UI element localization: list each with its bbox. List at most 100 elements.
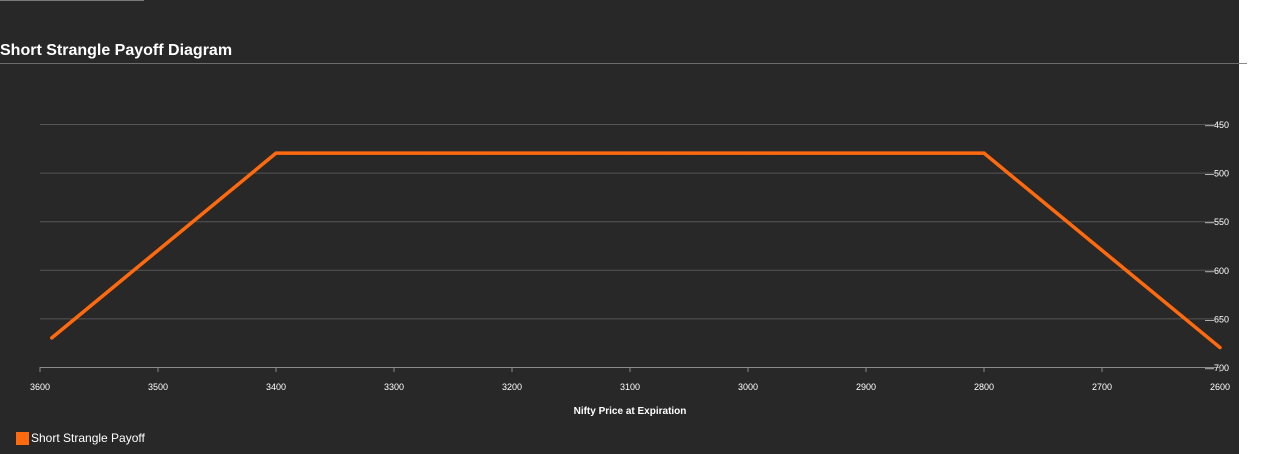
data-point bbox=[354, 151, 358, 155]
data-point bbox=[119, 278, 123, 283]
data-point bbox=[1012, 176, 1017, 180]
data-point bbox=[73, 317, 77, 321]
data-point bbox=[1058, 214, 1062, 218]
data-point bbox=[166, 240, 170, 244]
data-point bbox=[1195, 327, 1199, 331]
data-point bbox=[453, 151, 458, 155]
series-layer bbox=[50, 151, 1222, 350]
data-point bbox=[673, 151, 677, 155]
data-point bbox=[733, 151, 737, 155]
data-point bbox=[1172, 308, 1176, 312]
x-tick-label: 2700 bbox=[1092, 382, 1112, 392]
data-point bbox=[150, 253, 154, 257]
data-point bbox=[284, 151, 288, 155]
data-point bbox=[942, 151, 946, 155]
data-point bbox=[1066, 220, 1070, 224]
data-point bbox=[792, 151, 797, 155]
y-tick-label: —450-450 bbox=[1205, 120, 1229, 130]
data-point bbox=[374, 151, 378, 155]
data-point bbox=[483, 151, 488, 155]
data-point bbox=[463, 151, 468, 155]
data-point bbox=[623, 151, 627, 155]
title-divider bbox=[0, 63, 1239, 64]
data-point bbox=[553, 151, 557, 155]
legend[interactable]: Short Strangle Payoff bbox=[16, 431, 145, 445]
data-point bbox=[713, 151, 717, 155]
data-point bbox=[703, 151, 707, 155]
title-divider-tail bbox=[1239, 63, 1247, 64]
data-point bbox=[872, 151, 876, 155]
legend-label: Short Strangle Payoff bbox=[31, 431, 145, 445]
x-tick-label: 3000 bbox=[738, 382, 758, 392]
data-point bbox=[220, 196, 224, 200]
data-point bbox=[158, 247, 162, 251]
y-tick-label: —650-650 bbox=[1205, 314, 1229, 324]
data-point bbox=[81, 310, 85, 314]
data-point bbox=[513, 151, 517, 155]
data-point bbox=[912, 151, 916, 155]
data-point bbox=[1035, 195, 1039, 199]
data-point bbox=[932, 151, 936, 155]
data-point bbox=[394, 151, 398, 155]
data-point bbox=[583, 151, 587, 155]
data-point bbox=[414, 151, 418, 155]
data-point bbox=[1187, 320, 1192, 325]
data-point bbox=[1127, 270, 1131, 274]
data-point bbox=[251, 170, 255, 174]
x-tick-label: 3100 bbox=[620, 382, 640, 392]
data-point bbox=[204, 208, 209, 213]
data-point bbox=[862, 151, 866, 155]
data-point bbox=[112, 285, 116, 289]
x-tick-label: 2600 bbox=[1210, 382, 1230, 392]
x-tick-label: 3500 bbox=[148, 382, 168, 392]
data-point bbox=[304, 151, 308, 155]
data-point bbox=[127, 272, 131, 276]
data-point bbox=[603, 151, 607, 155]
data-point bbox=[344, 151, 348, 155]
data-point bbox=[57, 329, 62, 334]
data-point bbox=[543, 151, 547, 155]
y-tick-label: —550-550 bbox=[1205, 217, 1229, 227]
data-point bbox=[1005, 170, 1009, 174]
data-point bbox=[812, 151, 817, 155]
legend-swatch bbox=[16, 431, 29, 445]
data-point bbox=[573, 151, 577, 155]
chart-panel bbox=[0, 0, 1239, 454]
data-point bbox=[832, 151, 837, 155]
data-point bbox=[314, 151, 318, 155]
data-point bbox=[997, 164, 1001, 168]
data-point bbox=[503, 151, 507, 155]
data-point bbox=[683, 151, 687, 155]
data-point bbox=[1165, 302, 1169, 306]
data-point bbox=[212, 202, 216, 206]
chart-title: Short Strangle Payoff Diagram bbox=[0, 42, 233, 59]
data-point bbox=[1111, 258, 1116, 262]
data-point bbox=[743, 151, 747, 155]
x-tick-label: 3400 bbox=[266, 382, 286, 392]
data-point bbox=[563, 151, 567, 155]
data-point bbox=[782, 151, 787, 155]
x-tick-label: 3200 bbox=[502, 382, 522, 392]
data-point bbox=[423, 151, 428, 155]
data-point bbox=[772, 151, 777, 155]
data-point bbox=[197, 215, 201, 219]
data-point bbox=[763, 151, 767, 155]
data-point bbox=[493, 151, 497, 155]
data-point bbox=[235, 183, 239, 187]
data-point bbox=[990, 157, 994, 162]
y-tick-label: —500-500 bbox=[1205, 169, 1229, 179]
data-point bbox=[266, 157, 270, 162]
data-point bbox=[1073, 226, 1077, 231]
data-point bbox=[135, 266, 139, 270]
data-point bbox=[1119, 264, 1123, 268]
y-tick-label: —600-600 bbox=[1205, 266, 1229, 276]
data-point bbox=[88, 304, 93, 308]
data-point bbox=[1028, 189, 1032, 193]
data-point bbox=[384, 151, 388, 155]
data-point bbox=[643, 151, 647, 155]
data-point bbox=[822, 151, 827, 155]
payoff-line[interactable] bbox=[50, 151, 1222, 350]
data-point bbox=[842, 151, 846, 155]
data-point bbox=[962, 151, 966, 155]
